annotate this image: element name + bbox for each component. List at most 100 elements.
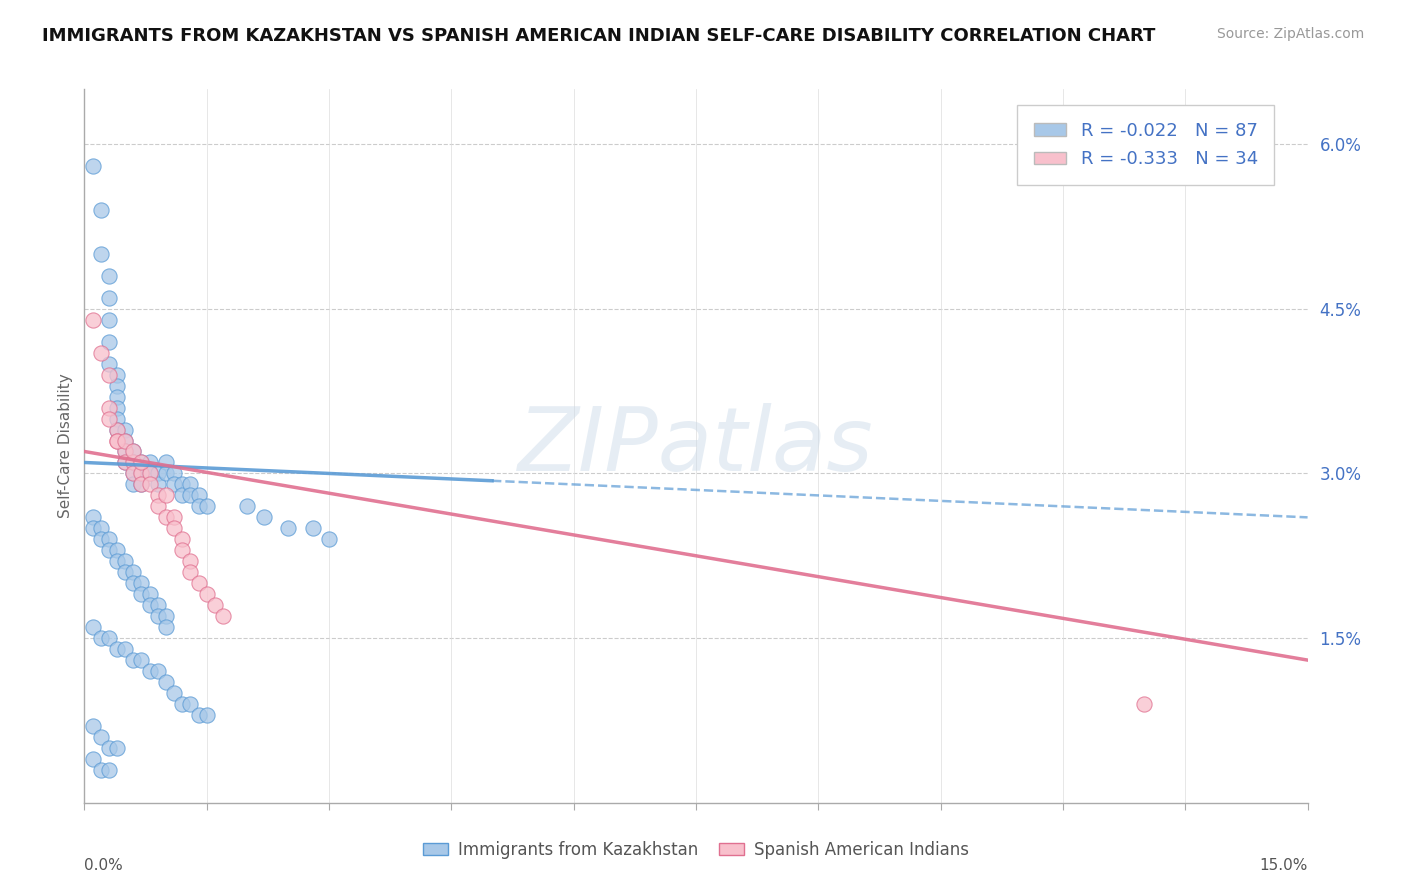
Point bbox=[114, 455, 136, 469]
Point bbox=[253, 510, 276, 524]
Point bbox=[97, 357, 120, 371]
Text: 0.0%: 0.0% bbox=[84, 858, 124, 872]
Point bbox=[131, 587, 153, 601]
Point bbox=[179, 477, 201, 491]
Point bbox=[82, 510, 104, 524]
Point bbox=[114, 423, 136, 437]
Point bbox=[97, 763, 120, 777]
Point bbox=[138, 598, 160, 612]
Point bbox=[97, 631, 120, 645]
Point bbox=[301, 521, 323, 535]
Point bbox=[131, 576, 153, 591]
Point bbox=[146, 500, 169, 514]
Point bbox=[195, 587, 218, 601]
Point bbox=[212, 609, 235, 624]
Point bbox=[187, 500, 209, 514]
Point bbox=[138, 477, 160, 491]
Point bbox=[122, 467, 145, 481]
Text: 15.0%: 15.0% bbox=[1260, 858, 1308, 872]
Point bbox=[97, 533, 120, 547]
Point bbox=[146, 467, 169, 481]
Point bbox=[195, 500, 218, 514]
Point bbox=[90, 202, 112, 217]
Point bbox=[114, 455, 136, 469]
Point bbox=[172, 533, 194, 547]
Point bbox=[146, 664, 169, 678]
Point bbox=[138, 455, 160, 469]
Point bbox=[105, 411, 128, 425]
Point bbox=[163, 477, 186, 491]
Point bbox=[105, 434, 128, 448]
Text: ZIPatlas: ZIPatlas bbox=[519, 403, 873, 489]
Point bbox=[155, 455, 177, 469]
Point bbox=[179, 566, 201, 580]
Point bbox=[97, 291, 120, 305]
Point bbox=[172, 697, 194, 711]
Point bbox=[90, 763, 112, 777]
Point bbox=[114, 566, 136, 580]
Point bbox=[179, 554, 201, 568]
Point bbox=[122, 576, 145, 591]
Point bbox=[122, 467, 145, 481]
Legend: Immigrants from Kazakhstan, Spanish American Indians: Immigrants from Kazakhstan, Spanish Amer… bbox=[416, 835, 976, 866]
Point bbox=[155, 620, 177, 634]
Point bbox=[131, 455, 153, 469]
Point bbox=[105, 423, 128, 437]
Point bbox=[82, 719, 104, 733]
Point bbox=[90, 247, 112, 261]
Point bbox=[97, 268, 120, 283]
Point bbox=[195, 708, 218, 723]
Point bbox=[90, 345, 112, 359]
Point bbox=[105, 740, 128, 755]
Point bbox=[122, 477, 145, 491]
Point bbox=[155, 467, 177, 481]
Point bbox=[105, 378, 128, 392]
Point bbox=[155, 609, 177, 624]
Point bbox=[97, 368, 120, 382]
Point bbox=[146, 488, 169, 502]
Point bbox=[163, 467, 186, 481]
Point bbox=[179, 697, 201, 711]
Point bbox=[97, 312, 120, 326]
Point bbox=[138, 587, 160, 601]
Point bbox=[187, 708, 209, 723]
Point bbox=[82, 159, 104, 173]
Point bbox=[90, 730, 112, 744]
Point bbox=[163, 510, 186, 524]
Point bbox=[131, 467, 153, 481]
Point bbox=[131, 477, 153, 491]
Point bbox=[114, 642, 136, 657]
Point bbox=[90, 631, 112, 645]
Point bbox=[105, 554, 128, 568]
Point bbox=[172, 477, 194, 491]
Point bbox=[131, 653, 153, 667]
Point bbox=[105, 390, 128, 404]
Point bbox=[82, 521, 104, 535]
Point bbox=[146, 598, 169, 612]
Point bbox=[105, 543, 128, 558]
Point bbox=[105, 434, 128, 448]
Point bbox=[172, 488, 194, 502]
Point bbox=[122, 444, 145, 458]
Point bbox=[236, 500, 259, 514]
Point bbox=[114, 444, 136, 458]
Point bbox=[204, 598, 226, 612]
Point bbox=[114, 554, 136, 568]
Point bbox=[131, 455, 153, 469]
Point bbox=[90, 521, 112, 535]
Point bbox=[97, 543, 120, 558]
Point bbox=[82, 752, 104, 766]
Text: IMMIGRANTS FROM KAZAKHSTAN VS SPANISH AMERICAN INDIAN SELF-CARE DISABILITY CORRE: IMMIGRANTS FROM KAZAKHSTAN VS SPANISH AM… bbox=[42, 27, 1156, 45]
Point bbox=[97, 401, 120, 415]
Point bbox=[122, 566, 145, 580]
Point bbox=[131, 467, 153, 481]
Point bbox=[146, 609, 169, 624]
Point bbox=[97, 740, 120, 755]
Point bbox=[82, 620, 104, 634]
Text: Source: ZipAtlas.com: Source: ZipAtlas.com bbox=[1216, 27, 1364, 41]
Point bbox=[138, 467, 160, 481]
Point bbox=[114, 434, 136, 448]
Point bbox=[97, 411, 120, 425]
Point bbox=[172, 543, 194, 558]
Point bbox=[1133, 697, 1156, 711]
